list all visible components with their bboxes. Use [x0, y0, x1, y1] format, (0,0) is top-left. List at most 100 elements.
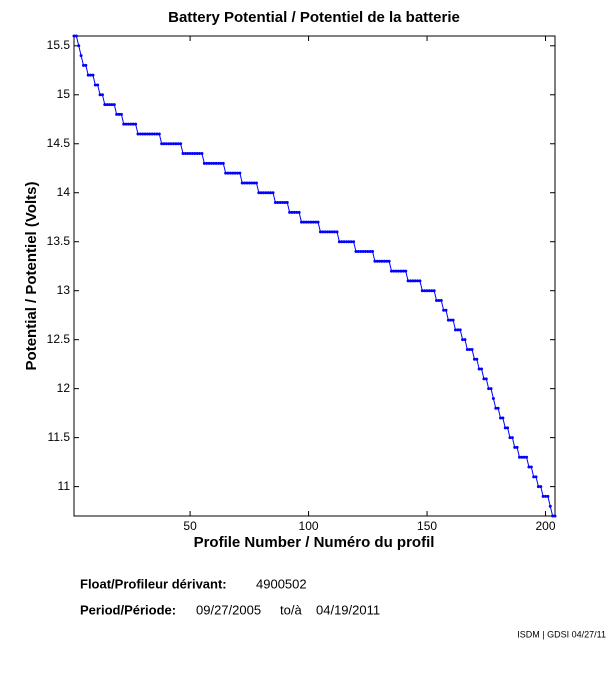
data-point — [295, 210, 299, 214]
data-point — [510, 436, 514, 440]
data-point — [252, 181, 256, 185]
data-point — [427, 289, 431, 293]
y-tick-label: 12 — [57, 381, 71, 395]
data-point — [112, 103, 116, 107]
data-point — [188, 152, 192, 156]
data-point — [359, 250, 363, 254]
data-point — [183, 152, 187, 156]
chart-title: Battery Potential / Potentiel de la batt… — [168, 9, 460, 26]
data-point — [169, 142, 173, 146]
data-point — [302, 220, 306, 224]
data-point — [288, 210, 292, 214]
data-point — [458, 328, 462, 332]
data-point — [451, 318, 455, 322]
data-point — [141, 132, 145, 136]
data-point — [264, 191, 268, 195]
period-label: Period/Période: — [80, 602, 176, 617]
data-point — [347, 240, 351, 244]
data-point — [525, 455, 529, 459]
data-point — [181, 152, 185, 156]
data-point — [285, 201, 289, 205]
data-point — [520, 455, 524, 459]
data-point — [179, 142, 183, 146]
data-point — [406, 279, 410, 283]
data-point — [541, 494, 545, 498]
data-point — [129, 122, 133, 126]
data-point — [233, 171, 237, 175]
data-point — [115, 112, 119, 116]
data-point — [311, 220, 315, 224]
data-point — [425, 289, 429, 293]
data-point — [491, 396, 495, 400]
data-point — [506, 426, 510, 430]
data-point — [453, 328, 457, 332]
data-point — [262, 191, 266, 195]
data-point — [418, 279, 422, 283]
period-end: 04/19/2011 — [316, 602, 380, 617]
data-point — [411, 279, 415, 283]
data-point — [439, 298, 443, 302]
data-point — [546, 494, 550, 498]
data-point — [79, 54, 83, 58]
data-point — [207, 161, 211, 165]
data-point — [404, 269, 408, 273]
data-point — [167, 142, 171, 146]
data-point — [221, 161, 225, 165]
data-point — [496, 406, 500, 410]
float-id: 4900502 — [256, 576, 307, 591]
data-point — [408, 279, 412, 283]
data-point — [195, 152, 199, 156]
data-point — [548, 504, 552, 508]
data-point — [174, 142, 178, 146]
data-point — [487, 387, 491, 391]
data-point — [103, 103, 107, 107]
data-point — [108, 103, 112, 107]
period-sep: to/à — [280, 602, 302, 617]
data-point — [529, 465, 533, 469]
data-point — [482, 377, 486, 381]
data-point — [499, 416, 503, 420]
data-point — [517, 455, 521, 459]
data-point — [266, 191, 270, 195]
data-point — [200, 152, 204, 156]
data-point — [475, 357, 479, 361]
x-axis-label: Profile Number / Numéro du profil — [194, 534, 435, 551]
data-point — [100, 93, 104, 97]
data-point — [219, 161, 223, 165]
data-point — [176, 142, 180, 146]
data-point — [375, 259, 379, 263]
data-point — [84, 63, 88, 67]
data-point — [72, 34, 76, 38]
data-point — [276, 201, 280, 205]
data-point — [397, 269, 401, 273]
data-point — [198, 152, 202, 156]
data-point — [273, 201, 277, 205]
data-point — [283, 201, 287, 205]
data-point — [463, 338, 467, 342]
data-point — [321, 230, 325, 234]
data-point — [212, 161, 216, 165]
x-tick-label: 150 — [417, 519, 437, 533]
data-point — [231, 171, 235, 175]
data-point — [394, 269, 398, 273]
data-point — [259, 191, 263, 195]
data-point — [86, 73, 90, 77]
data-point — [413, 279, 417, 283]
data-point — [342, 240, 346, 244]
data-point — [74, 34, 78, 38]
data-point — [304, 220, 308, 224]
y-tick-label: 14 — [57, 185, 71, 199]
data-point — [143, 132, 147, 136]
data-point — [323, 230, 327, 234]
data-point — [290, 210, 294, 214]
data-point — [138, 132, 142, 136]
period-start: 09/27/2005 — [196, 602, 261, 617]
data-point — [371, 250, 375, 254]
data-point — [98, 93, 102, 97]
data-point — [269, 191, 273, 195]
data-point — [257, 191, 261, 195]
data-point — [316, 220, 320, 224]
data-point — [544, 494, 548, 498]
data-point — [190, 152, 194, 156]
data-point — [124, 122, 128, 126]
